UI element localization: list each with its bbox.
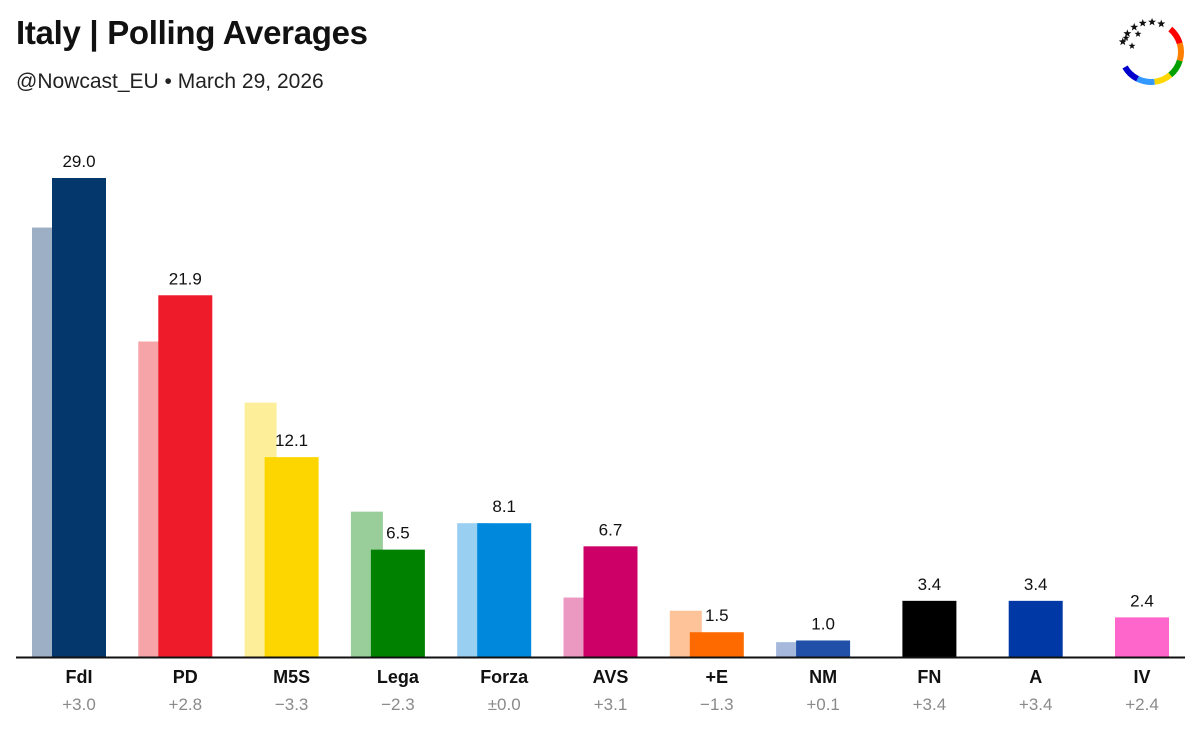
value-label-e: 1.5 [705,606,729,625]
logo-star-icon [1118,37,1127,46]
value-label-nm: 1.0 [811,614,835,633]
bar-current-fn [902,600,957,657]
category-label-pd: PD [173,667,198,687]
change-label-nm: +0.1 [806,695,840,714]
logo-ring-segment [1168,59,1183,78]
value-label-avs: 6.7 [599,520,623,539]
change-label-fn: +3.4 [913,695,947,714]
bar-current-fdi [52,178,106,657]
category-label-fn: FN [917,667,941,687]
logo-star-icon [1128,42,1136,49]
subtitle-separator: • [164,70,172,93]
source-handle: @Nowcast_EU [16,70,159,93]
category-label-nm: NM [809,667,837,687]
change-label-m5s: −3.3 [275,695,309,714]
logo-ring-segment [1122,65,1140,82]
change-label-iv: +2.4 [1125,695,1159,714]
logo-stars [1118,17,1166,49]
nowcast-logo-icon [1118,17,1184,85]
change-label-a: +3.4 [1019,695,1053,714]
bar-current-pd [158,295,213,657]
chart-subtitle: @Nowcast_EU • March 29, 2026 [16,70,324,94]
change-label-pd: +2.8 [169,695,203,714]
value-label-fdi: 29.0 [62,152,95,171]
logo-star-icon [1123,29,1132,37]
bar-current-forza [477,523,532,657]
logo-ring-segment [1136,76,1155,85]
bar-current-nm [796,640,851,657]
category-label-a: A [1029,667,1042,687]
bar-current-a [1008,600,1063,657]
change-label-avs: +3.1 [594,695,628,714]
value-label-m5s: 12.1 [275,431,308,450]
change-label-forza: ±0.0 [488,695,521,714]
logo-ring-segment [1153,72,1173,85]
chart-title: Italy | Polling Averages [16,14,368,51]
category-label-avs: AVS [593,667,629,687]
category-label-lega: Lega [377,667,420,687]
bar-current-e [689,632,744,657]
logo-star-icon [1122,34,1130,41]
value-label-a: 3.4 [1024,575,1048,594]
logo-star-icon [1130,22,1139,31]
change-label-lega: −2.3 [381,695,415,714]
category-label-forza: Forza [480,667,529,687]
bar-current-avs [583,546,638,657]
category-label-e: +E [706,667,729,687]
logo-star-icon [1157,19,1166,28]
value-label-fn: 3.4 [918,575,942,594]
bar-current-lega [370,549,425,657]
category-label-iv: IV [1133,667,1150,687]
value-label-forza: 8.1 [492,497,516,516]
change-label-fdi: +3.0 [62,695,96,714]
logo-star-icon [1134,30,1142,37]
logo-ring-segment [1168,26,1183,45]
bar-current-m5s [264,457,319,657]
logo-star-icon [1138,18,1147,27]
category-label-fdi: FdI [66,667,93,687]
logo-ring [1122,26,1184,85]
bar-current-iv [1115,617,1169,657]
logo-ring-segment [1176,42,1184,62]
value-label-lega: 6.5 [386,524,410,543]
category-label-m5s: M5S [273,667,310,687]
value-label-pd: 21.9 [169,269,202,288]
publication-date: March 29, 2026 [177,70,324,93]
logo-star-icon [1148,17,1157,26]
value-label-iv: 2.4 [1130,591,1154,610]
change-label-e: −1.3 [700,695,734,714]
